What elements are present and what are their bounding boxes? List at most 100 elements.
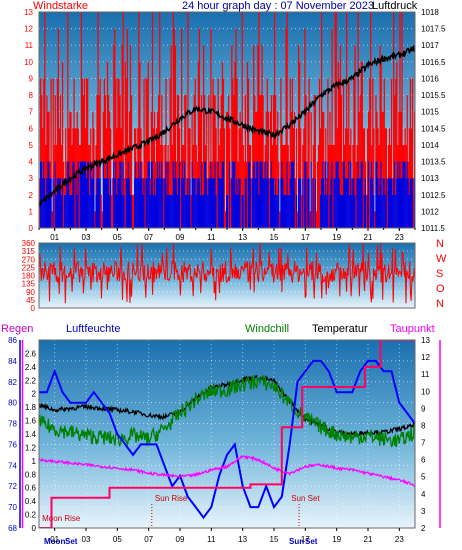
- gust-bar: [224, 211, 227, 228]
- wind-bar: [321, 178, 323, 228]
- wind-bar: [394, 161, 396, 228]
- header-label: Windchill: [245, 323, 289, 335]
- x-tick-label: 11: [207, 233, 216, 242]
- gust-bar: [208, 95, 210, 179]
- humidity-tick-label: 70: [8, 503, 17, 512]
- gust-bar: [310, 111, 312, 162]
- wind-bar: [413, 178, 415, 228]
- wind-bar: [44, 178, 46, 228]
- wind-bar: [405, 178, 407, 228]
- wind-bar: [151, 161, 154, 228]
- gust-bar: [81, 78, 84, 162]
- wind-bar: [335, 161, 337, 228]
- wind-bar: [118, 178, 120, 228]
- wind-bar: [61, 178, 64, 228]
- gust-bar: [380, 61, 382, 162]
- gust-bar: [87, 78, 89, 162]
- regen-tick-label: 1.4: [25, 430, 37, 439]
- gust-bar: [287, 144, 289, 195]
- wind-bar: [357, 161, 359, 228]
- gust-bar: [197, 61, 199, 179]
- gust-bar: [362, 128, 365, 228]
- gust-bar: [112, 178, 114, 228]
- gust-bar: [407, 161, 409, 179]
- gust-bar: [261, 45, 263, 162]
- gust-bar: [373, 128, 375, 195]
- right-tick-label: 1014: [421, 141, 439, 150]
- gust-bar: [300, 128, 302, 179]
- gust-bar: [44, 12, 46, 179]
- gust-bar: [388, 128, 391, 179]
- wind-bar: [167, 161, 169, 228]
- wind-bar: [135, 161, 137, 228]
- bottom-panel-axes: 6870727476788082848600.20.40.60.811.21.4…: [8, 336, 441, 544]
- wind-bar: [237, 194, 239, 228]
- gust-bar: [223, 128, 226, 228]
- gust-bar: [136, 161, 138, 179]
- wind-bar: [219, 178, 221, 228]
- gust-bar: [328, 144, 330, 228]
- humidity-tick-label: 74: [8, 461, 17, 470]
- wind-bar: [389, 178, 392, 228]
- gust-bar: [202, 45, 205, 195]
- gust-bar: [40, 78, 42, 162]
- gust-bar: [408, 128, 410, 195]
- gust-bar: [94, 211, 96, 228]
- gust-bar: [312, 144, 314, 179]
- gust-bar: [120, 128, 122, 162]
- temp-tick-label: 9: [421, 404, 426, 413]
- gust-bar: [390, 78, 393, 179]
- regen-tick-label: 0.2: [25, 511, 37, 520]
- x-tick-label: 05: [113, 233, 122, 242]
- gust-bar: [90, 128, 92, 162]
- gust-bar: [368, 111, 370, 162]
- wind-bar: [388, 178, 391, 228]
- wind-bar: [220, 178, 222, 228]
- series-windchill: [39, 374, 415, 448]
- gust-bar: [253, 45, 255, 162]
- gust-bar: [264, 144, 266, 162]
- sun-event-bottom: Set: [305, 537, 318, 546]
- gust-bar: [122, 12, 124, 162]
- gust-bar: [148, 144, 150, 162]
- wind-bar: [267, 178, 269, 228]
- gust-bar: [54, 95, 56, 162]
- wind-bar: [396, 178, 398, 228]
- gust-bar: [386, 178, 389, 228]
- gust-bar: [229, 128, 231, 162]
- left-tick-label: 13: [24, 8, 33, 17]
- gust-bar: [402, 144, 404, 162]
- left-tick-label: 8: [29, 91, 34, 100]
- wind-bar: [66, 178, 68, 228]
- gust-bar: [274, 12, 276, 195]
- gust-bar: [92, 111, 94, 179]
- wind-bar: [214, 161, 216, 228]
- wind-bar: [277, 194, 279, 228]
- gust-bar: [155, 128, 158, 179]
- wind-bar: [110, 178, 112, 228]
- wind-bar: [202, 194, 205, 228]
- gust-bar: [57, 28, 60, 179]
- regen-tick-label: 1.8: [25, 403, 37, 412]
- wind-bar: [289, 178, 291, 228]
- gust-bar: [278, 161, 280, 179]
- gust-bar: [172, 12, 174, 162]
- gust-bar: [67, 12, 69, 162]
- wind-bar: [245, 178, 248, 228]
- wind-bar: [364, 178, 367, 228]
- gust-bar: [199, 111, 202, 195]
- x-tick-label: 15: [270, 233, 279, 242]
- x-tick-label: 01: [50, 535, 59, 544]
- wind-bar: [52, 178, 54, 228]
- gust-bar: [315, 211, 318, 228]
- gust-bar: [350, 128, 352, 162]
- wind-bar: [159, 161, 161, 228]
- gust-bar: [269, 111, 272, 179]
- gust-bar: [98, 95, 100, 179]
- gust-bar: [406, 95, 408, 162]
- wind-bar: [67, 161, 69, 228]
- gust-bar: [227, 111, 229, 195]
- wind-bar: [370, 178, 372, 228]
- wind-bar: [200, 161, 203, 228]
- gust-bar: [255, 111, 257, 179]
